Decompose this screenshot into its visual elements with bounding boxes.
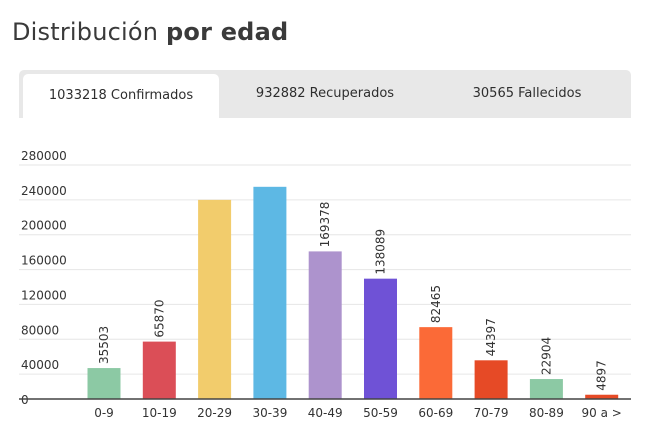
grid-layer: 0 40000 80000 120000 160000 200000 240000 28000… [19,149,631,407]
x-tick-label: 30-39 [252,406,287,420]
bar-40-49[interactable] [308,251,342,399]
tab-bar: 1033218 Confirmados 932882 Recuperados 3… [19,70,631,118]
y-tick-label: 40000 [21,358,59,372]
chart-title: Distribución por edad [12,18,288,46]
x-tick-label: 60-69 [418,406,453,420]
x-tick-label: 80-89 [529,406,564,420]
x-tick-label: 10-19 [142,406,177,420]
y-tick-label: 200000 [21,219,67,233]
data-label: 44397 [484,318,498,356]
x-tick-label: 40-49 [308,406,343,420]
tab-confirmados[interactable]: 1033218 Confirmados [23,74,219,118]
label-layer: 35503 65870 169378 138089 82465 44397 22904 489… [97,202,609,391]
data-label: 169378 [318,202,332,248]
bar-0-9[interactable] [87,368,121,399]
data-label: 138089 [374,229,388,275]
y-tick-label: 280000 [21,149,67,163]
bar-layer [87,186,619,399]
data-label: 65870 [152,299,166,337]
bar-60-69[interactable] [419,327,453,399]
bar-80-89[interactable] [529,379,563,399]
x-tick-layer: 0-9 10-19 20-29 30-39 40-49 50-59 60-69 70-79 80… [94,406,622,420]
bar-70-79[interactable] [474,360,508,399]
tab-fallecidos[interactable]: 30565 Fallecidos [472,86,582,101]
bar-20-29[interactable] [198,199,232,399]
chart-title-regular: Distribución [12,18,159,46]
x-tick-label: 70-79 [474,406,509,420]
bar-10-19[interactable] [142,341,176,399]
data-label: 82465 [429,285,443,323]
tab-recuperados[interactable]: 932882 Recuperados [255,86,395,101]
y-tick-label: 240000 [21,184,67,198]
x-tick-label: 0-9 [94,406,114,420]
y-tick-label: 80000 [21,323,59,337]
data-label: 22904 [539,337,553,375]
bar-30-39[interactable] [253,186,287,399]
x-tick-label: 90 a > [582,406,622,420]
bar-90-a-[interactable] [585,394,619,399]
data-label: 35503 [97,326,111,364]
chart-title-bold: por edad [166,18,289,46]
bar-50-59[interactable] [364,278,397,399]
y-tick-label: 0 [21,393,29,407]
data-label: 4897 [595,360,609,391]
x-tick-label: 50-59 [363,406,398,420]
y-tick-label: 120000 [21,288,67,302]
y-tick-label: 160000 [21,254,67,268]
x-tick-label: 20-29 [197,406,232,420]
